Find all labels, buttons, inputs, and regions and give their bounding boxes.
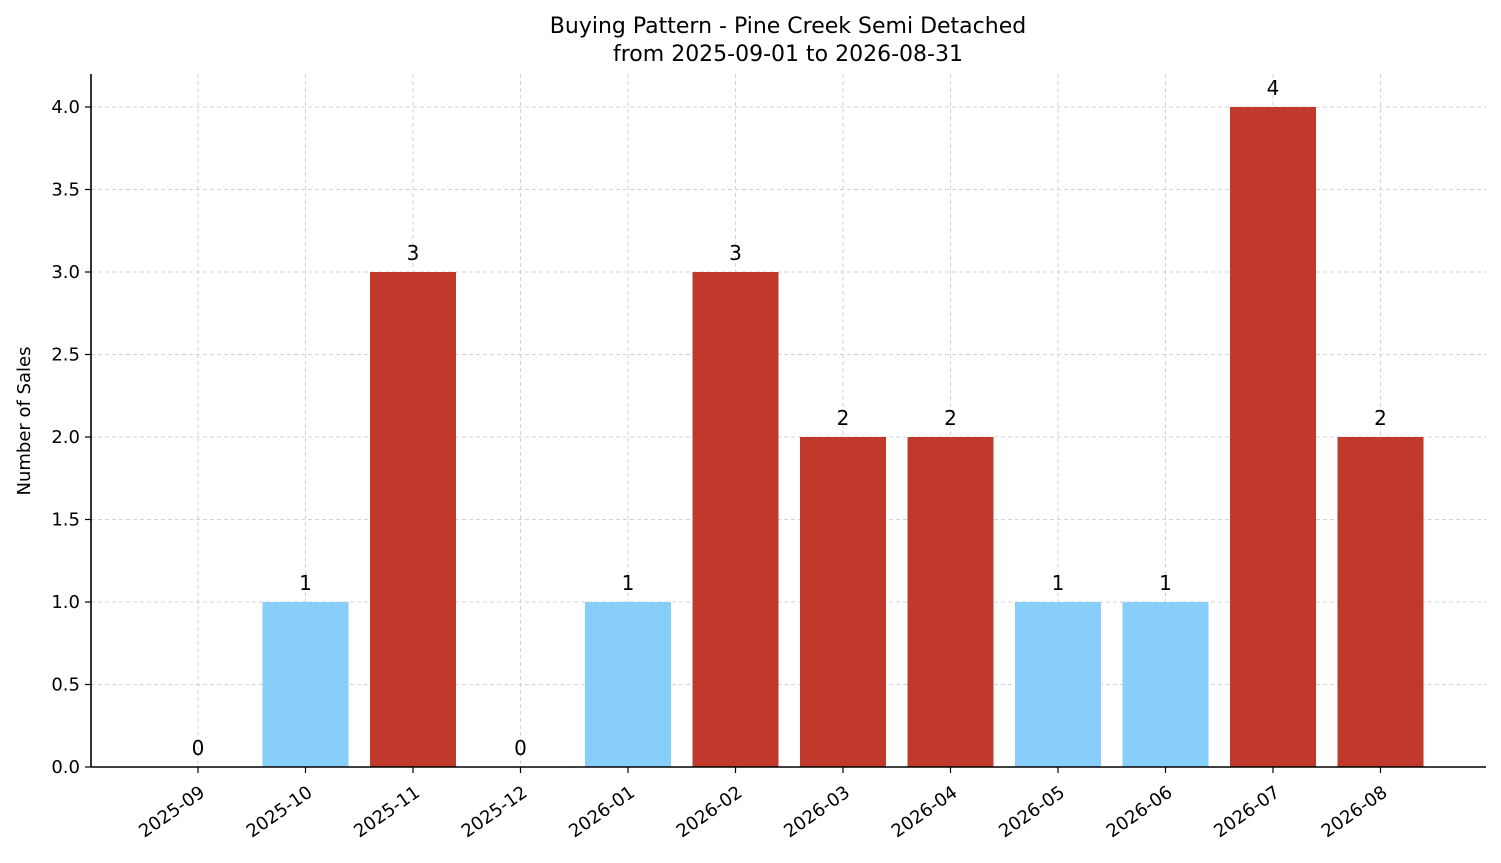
y-tick-label: 2.0 — [51, 427, 80, 448]
x-tick-label: 2026-02 — [673, 782, 747, 842]
chart-title: Buying Pattern - Pine Creek Semi Detache… — [550, 14, 1026, 39]
y-tick-label: 0.0 — [51, 757, 80, 778]
bar-2025-11 — [370, 272, 456, 767]
x-tick-label: 2025-12 — [458, 782, 532, 842]
bar-value-label: 2 — [944, 406, 957, 430]
x-tick-label: 2026-08 — [1318, 782, 1392, 842]
y-tick-label: 4.0 — [51, 97, 80, 118]
bar-2026-06 — [1122, 602, 1209, 767]
x-tick-label: 2026-05 — [995, 782, 1069, 842]
y-tick-label: 2.5 — [51, 345, 80, 366]
bar-2026-04 — [907, 437, 994, 767]
y-axis-label: Number of Sales — [14, 346, 35, 495]
bar-2026-07 — [1230, 107, 1316, 767]
x-tick-label: 2026-04 — [888, 782, 962, 842]
bar-2025-10 — [262, 602, 349, 767]
bar-value-label: 0 — [192, 736, 205, 760]
x-tick-label: 2026-03 — [780, 782, 854, 842]
bar-value-label: 3 — [729, 241, 742, 265]
data-labels: 0 1 3 0 1 3 2 2 1 1 4 2 — [192, 76, 1387, 760]
y-tick-label: 1.5 — [51, 510, 80, 531]
x-tick-label: 2026-01 — [565, 782, 639, 842]
bar-value-label: 2 — [837, 406, 850, 430]
bar-value-label: 1 — [622, 571, 635, 595]
bar-2026-08 — [1337, 437, 1424, 767]
bar-2026-03 — [800, 437, 886, 767]
y-tick-label: 1.0 — [51, 592, 80, 613]
bar-value-label: 2 — [1374, 406, 1387, 430]
bar-value-label: 3 — [407, 241, 420, 265]
x-tick-label: 2025-09 — [135, 782, 209, 842]
bar-value-label: 1 — [1159, 571, 1172, 595]
x-tick-label: 2025-10 — [243, 782, 317, 842]
bar-value-label: 1 — [1052, 571, 1065, 595]
bar-2026-01 — [585, 602, 671, 767]
chart-subtitle: from 2025-09-01 to 2026-08-31 — [613, 42, 963, 67]
x-tick-label: 2025-11 — [350, 782, 424, 842]
bars — [262, 107, 1424, 767]
x-tick-label: 2026-07 — [1210, 782, 1284, 842]
x-tick-label: 2026-06 — [1103, 782, 1177, 842]
y-tick-label: 3.5 — [51, 180, 80, 201]
bar-value-label: 0 — [514, 736, 527, 760]
y-tick-label: 3.0 — [51, 262, 80, 283]
bar-value-label: 1 — [299, 571, 312, 595]
bar-2026-02 — [692, 272, 779, 767]
bar-2026-05 — [1015, 602, 1101, 767]
bar-value-label: 4 — [1267, 76, 1280, 100]
y-tick-label: 0.5 — [51, 675, 80, 696]
